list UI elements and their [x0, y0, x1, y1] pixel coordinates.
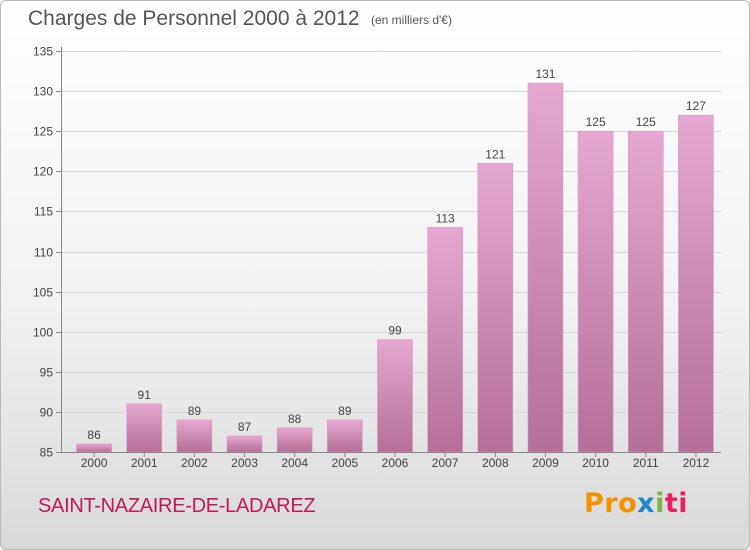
y-tick-label: 85 — [40, 446, 54, 460]
y-tick-label: 90 — [40, 406, 54, 420]
bar-2011 — [627, 130, 664, 453]
y-tick-label: 100 — [33, 326, 53, 340]
axis-layer: 85 90 95 100 105 110 115 120 125 130 135 2000 2001 20… — [33, 45, 721, 470]
bar-2010 — [577, 130, 614, 453]
x-tick-label: 2011 — [633, 456, 659, 470]
logo-part-1: Pro — [584, 488, 638, 519]
x-tick-label: 2000 — [81, 456, 108, 470]
data-label: 86 — [87, 428, 101, 442]
bar-2008 — [477, 162, 514, 453]
y-tick-label: 125 — [33, 125, 53, 139]
logo-part-2: x — [637, 488, 656, 519]
bar-2012 — [678, 114, 714, 453]
data-label: 89 — [188, 404, 202, 418]
bar-2004 — [276, 427, 313, 453]
data-label: 87 — [238, 420, 252, 434]
bars-layer — [76, 82, 714, 453]
bar-2000 — [76, 443, 112, 453]
data-label: 91 — [138, 388, 152, 402]
y-tick-label: 135 — [33, 45, 53, 59]
data-label: 89 — [338, 404, 352, 418]
data-label: 99 — [388, 324, 402, 338]
bar-2003 — [226, 435, 263, 453]
y-tick-label: 110 — [34, 246, 53, 260]
data-label: 88 — [288, 412, 302, 426]
y-tick-label: 115 — [34, 205, 53, 219]
x-tick-label: 2004 — [281, 456, 308, 470]
x-tick-label: 2008 — [482, 456, 509, 470]
data-label: 127 — [686, 99, 706, 113]
x-tick-label: 2009 — [532, 456, 559, 470]
bar-2006 — [377, 339, 413, 453]
data-label: 113 — [436, 211, 455, 225]
bar-2001 — [126, 403, 163, 453]
bar-2007 — [427, 227, 463, 453]
logo-part-4: ti — [664, 488, 689, 519]
chart-subtitle: (en milliers d'€) — [371, 13, 452, 27]
data-label: 121 — [485, 147, 505, 161]
x-tick-label: 2006 — [382, 456, 409, 470]
data-label: 125 — [586, 115, 606, 129]
x-tick-label: 2005 — [331, 456, 358, 470]
proxiti-logo[interactable]: Proxiti — [584, 488, 688, 519]
y-tick-label: 105 — [33, 286, 53, 300]
labels-layer: 86 91 89 87 88 89 99 113 121 131 125 125 127 — [87, 67, 706, 442]
x-tick-label: 2003 — [231, 456, 258, 470]
x-tick-label: 2001 — [131, 456, 158, 470]
bar-2009 — [527, 82, 564, 453]
chart-title: Charges de Personnel 2000 à 2012 — [28, 7, 360, 30]
data-label: 131 — [535, 67, 555, 81]
y-tick-label: 130 — [33, 85, 53, 99]
bar-2005 — [327, 419, 363, 453]
bar-2002 — [176, 419, 213, 453]
x-tick-label: 2012 — [683, 456, 710, 470]
data-label: 125 — [636, 115, 656, 129]
logo-part-3: i — [655, 488, 665, 519]
x-tick-label: 2002 — [181, 456, 208, 470]
city-name: SAINT-NAZAIRE-DE-LADAREZ — [38, 495, 316, 517]
y-tick-label: 120 — [33, 165, 53, 179]
x-tick-label: 2007 — [432, 456, 459, 470]
y-tick-label: 95 — [40, 366, 54, 380]
x-tick-label: 2010 — [582, 456, 609, 470]
